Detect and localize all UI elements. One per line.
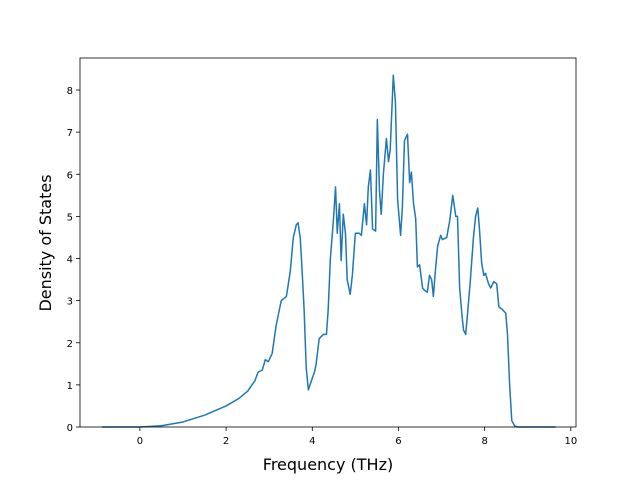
y-tick-label: 5 xyxy=(67,212,73,223)
y-tick-label: 4 xyxy=(67,255,73,266)
x-tick-label: 0 xyxy=(137,436,143,447)
y-tick-label: 2 xyxy=(67,339,73,350)
x-tick-label: 2 xyxy=(223,436,229,447)
y-tick-label: 8 xyxy=(67,86,73,97)
y-tick-label: 1 xyxy=(67,381,73,392)
y-tick-label: 0 xyxy=(67,423,73,434)
x-tick-label: 6 xyxy=(395,436,401,447)
y-tick-label: 6 xyxy=(67,170,73,181)
x-axis-title: Frequency (THz) xyxy=(263,455,393,474)
x-tick-label: 8 xyxy=(481,436,487,447)
dos-line xyxy=(101,74,556,428)
x-tick-label: 4 xyxy=(309,436,315,447)
y-tick-label: 7 xyxy=(67,128,73,139)
y-axis-title: Density of States xyxy=(36,174,55,311)
y-tick-label: 3 xyxy=(67,297,73,308)
plot-frame xyxy=(79,57,577,428)
x-tick-label: 10 xyxy=(564,436,577,447)
